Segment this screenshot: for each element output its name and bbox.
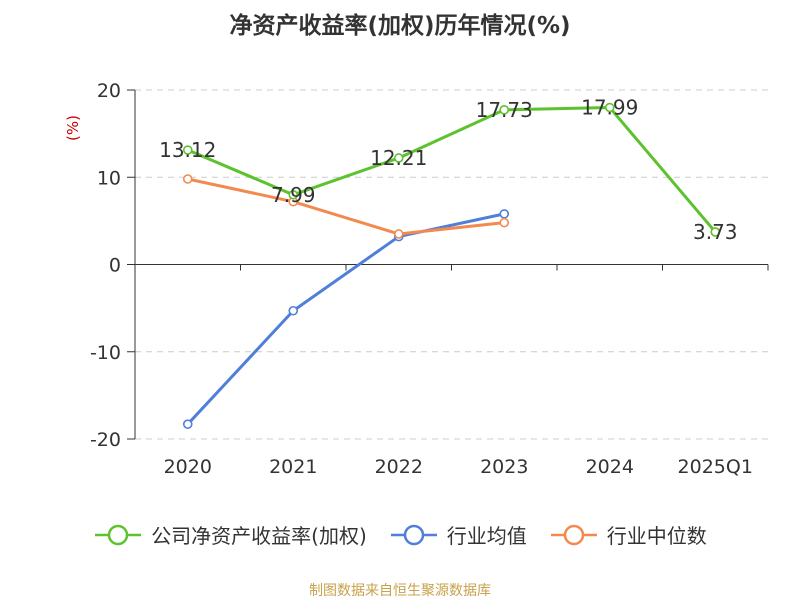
data-point xyxy=(393,229,404,239)
chart-title: 净资产收益率(加权)历年情况(%) xyxy=(229,13,571,39)
legend-item: 行业均值 xyxy=(389,520,527,549)
legend-swatch xyxy=(95,524,142,545)
legend-label: 行业均值 xyxy=(446,524,527,548)
data-point xyxy=(288,189,299,200)
legend-item: 公司净资产收益率(加权) xyxy=(93,520,367,549)
legend-swatch-marker xyxy=(107,524,129,545)
data-label: 7.99 xyxy=(271,183,316,207)
series-line xyxy=(187,177,505,236)
y-tick-label: 20 xyxy=(97,80,121,102)
x-tick-label: 2020 xyxy=(164,456,212,478)
data-label: 17.73 xyxy=(476,98,533,122)
data-point xyxy=(499,105,510,115)
legend-swatch-marker xyxy=(563,524,585,545)
y-tick-label: -20 xyxy=(90,429,121,451)
data-point xyxy=(604,102,615,113)
data-point xyxy=(499,217,510,228)
x-tick-label: 2021 xyxy=(269,456,317,478)
y-tick-label: 0 xyxy=(109,255,121,277)
y-axis-label: (%) xyxy=(64,115,82,141)
legend-label: 公司净资产收益率(加权) xyxy=(151,524,367,548)
data-label: 13.12 xyxy=(159,138,216,162)
legend-swatch xyxy=(550,524,597,545)
data-source-note: 制图数据来自恒生聚源数据库 xyxy=(309,583,491,599)
data-label: 17.99 xyxy=(581,96,638,120)
data-point xyxy=(182,145,193,155)
legend-swatch-marker xyxy=(403,524,425,545)
series-line xyxy=(186,212,505,426)
data-point xyxy=(710,227,721,237)
legend-label: 行业中位数 xyxy=(606,524,707,548)
legend-swatch xyxy=(390,524,437,545)
data-point xyxy=(499,209,510,219)
data-label: 3.73 xyxy=(693,220,738,244)
data-point xyxy=(288,305,299,316)
data-point xyxy=(182,419,193,429)
x-tick-label: 2022 xyxy=(375,456,423,478)
y-tick-label: -10 xyxy=(90,342,121,364)
x-tick-label: 2023 xyxy=(480,456,528,478)
data-label: 12.21 xyxy=(370,146,427,170)
legend-item: 行业中位数 xyxy=(549,520,707,549)
data-point xyxy=(393,153,404,163)
y-tick-label: 10 xyxy=(97,167,121,189)
data-point xyxy=(182,174,193,184)
chart-legend: 公司净资产收益率(加权) 行业均值 行业中位数 xyxy=(0,520,800,549)
series-line xyxy=(187,106,717,233)
x-tick-label: 2025Q1 xyxy=(678,456,753,478)
x-tick-label: 2024 xyxy=(586,456,634,478)
